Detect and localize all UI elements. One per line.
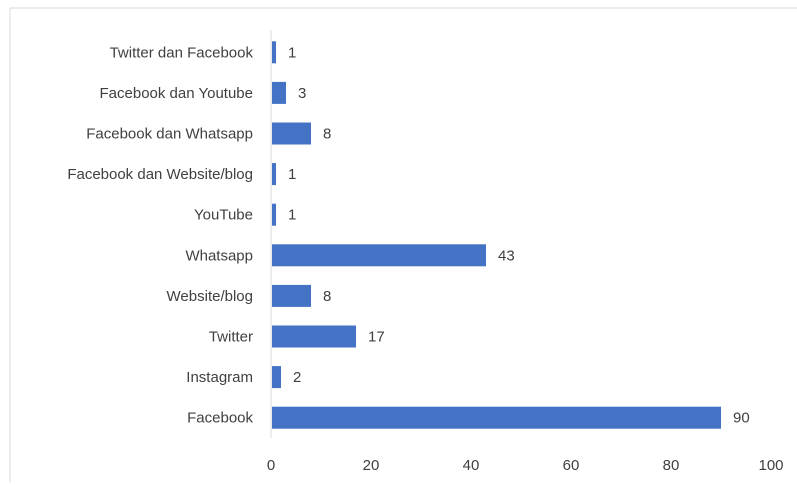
data-label: 8 xyxy=(323,288,331,305)
x-axis: 0 20 40 60 80 100 xyxy=(267,457,784,474)
category-label: YouTube xyxy=(194,207,253,224)
x-tick-label: 60 xyxy=(563,457,580,474)
bar xyxy=(272,203,276,226)
bar xyxy=(272,325,356,348)
x-tick-label: 40 xyxy=(463,457,480,474)
category-label: Whatsapp xyxy=(185,247,253,264)
category-label: Facebook dan Whatsapp xyxy=(86,126,253,143)
x-tick-label: 100 xyxy=(758,457,783,474)
category-label: Instagram xyxy=(186,369,253,386)
category-label: Facebook dan Website/blog xyxy=(67,166,253,183)
data-label: 1 xyxy=(288,44,296,61)
category-label: Twitter xyxy=(209,329,253,346)
bar xyxy=(272,41,276,64)
data-label: 1 xyxy=(288,166,296,183)
category-labels: Twitter dan Facebook Facebook dan Youtube… xyxy=(67,44,253,426)
category-label: Facebook dan Youtube xyxy=(100,85,253,102)
bar xyxy=(272,284,311,307)
category-label: Website/blog xyxy=(167,288,253,305)
bar xyxy=(272,122,311,145)
data-label: 17 xyxy=(368,329,385,346)
data-label: 43 xyxy=(498,247,515,264)
category-label: Facebook xyxy=(187,410,253,427)
data-label: 2 xyxy=(293,369,301,386)
data-label: 8 xyxy=(323,126,331,143)
x-tick-label: 80 xyxy=(663,457,680,474)
bar xyxy=(272,163,276,186)
bar xyxy=(272,244,486,267)
data-label: 3 xyxy=(298,85,306,102)
bar xyxy=(272,366,281,389)
data-label: 90 xyxy=(733,410,750,427)
bar xyxy=(272,406,721,429)
chart-frame xyxy=(9,7,797,482)
x-tick-label: 20 xyxy=(363,457,380,474)
data-label: 1 xyxy=(288,207,296,224)
category-label: Twitter dan Facebook xyxy=(110,44,254,61)
x-tick-label: 0 xyxy=(267,457,275,474)
bar xyxy=(272,81,286,104)
bars xyxy=(272,41,721,429)
data-labels: 1 3 8 1 1 43 8 17 2 90 xyxy=(288,44,750,426)
